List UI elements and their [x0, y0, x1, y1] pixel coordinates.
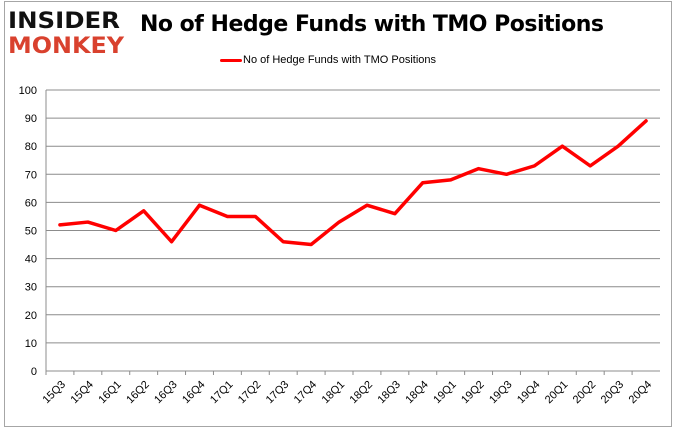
legend: No of Hedge Funds with TMO Positions	[220, 54, 436, 66]
x-tick-label: 20Q4	[627, 379, 655, 407]
insider-monkey-logo: INSIDER MONKEY	[8, 9, 125, 56]
chart-frame	[4, 1, 672, 427]
x-tick-label: 19Q2	[459, 379, 487, 407]
x-tick-label: 18Q2	[348, 379, 376, 407]
data-point	[644, 119, 648, 123]
y-tick-label: 50	[25, 226, 37, 238]
x-tick-label: 17Q4	[292, 379, 320, 407]
x-tick-label: 16Q3	[152, 379, 180, 407]
x-tick-label: 16Q4	[180, 379, 208, 407]
logo-line1: INSIDER	[8, 9, 120, 34]
x-tick-label: 20Q2	[571, 379, 599, 407]
data-point	[337, 220, 341, 224]
x-tick-label: 19Q4	[515, 379, 543, 407]
data-point	[616, 144, 620, 148]
data-point	[309, 243, 313, 247]
data-point	[588, 164, 592, 168]
legend-swatch	[220, 58, 242, 62]
x-tick-label: 18Q4	[403, 379, 431, 407]
data-point	[58, 223, 62, 227]
data-point	[114, 229, 118, 232]
x-tick-label: 19Q3	[487, 379, 515, 407]
y-tick-label: 10	[25, 338, 37, 350]
x-tick-label: 17Q1	[208, 379, 236, 407]
data-point	[170, 240, 174, 244]
y-tick-label: 80	[25, 141, 37, 153]
y-tick-label: 100	[19, 85, 37, 97]
data-point	[532, 164, 536, 168]
y-tick-label: 40	[25, 254, 37, 266]
data-point	[560, 144, 564, 148]
data-point	[421, 181, 425, 185]
x-tick-label: 16Q1	[96, 379, 124, 407]
chart-title: No of Hedge Funds with TMO Positions	[140, 12, 604, 37]
x-tick-label: 20Q1	[543, 379, 571, 407]
series-line	[58, 119, 648, 247]
data-point	[86, 220, 90, 224]
data-point	[198, 203, 201, 207]
x-tick-label: 15Q4	[68, 379, 96, 407]
x-tick-label: 20Q3	[599, 379, 627, 407]
y-tick-label: 60	[25, 197, 37, 209]
x-tick-label: 16Q2	[124, 379, 152, 407]
x-tick-label: 17Q3	[264, 379, 292, 407]
data-point	[281, 240, 285, 244]
x-tick-label: 17Q2	[236, 379, 264, 407]
y-tick-label: 30	[25, 282, 37, 294]
logo-line2: MONKEY	[8, 34, 125, 56]
y-tick-label: 90	[25, 113, 37, 125]
data-point	[365, 203, 369, 207]
x-tick-label: 19Q1	[431, 379, 459, 407]
data-point	[142, 209, 146, 213]
data-point	[253, 214, 257, 218]
data-point	[477, 167, 481, 171]
x-tick-label: 15Q3	[41, 379, 69, 407]
legend-label: No of Hedge Funds with TMO Positions	[243, 54, 436, 66]
data-point	[225, 214, 229, 218]
y-tick-label: 20	[25, 310, 37, 322]
data-point	[449, 178, 453, 182]
y-tick-label: 0	[31, 366, 37, 378]
y-tick-label: 70	[25, 169, 37, 181]
data-point	[505, 172, 508, 176]
x-tick-label: 18Q1	[320, 379, 348, 407]
x-tick-label: 18Q3	[375, 379, 403, 407]
data-point	[393, 212, 397, 216]
